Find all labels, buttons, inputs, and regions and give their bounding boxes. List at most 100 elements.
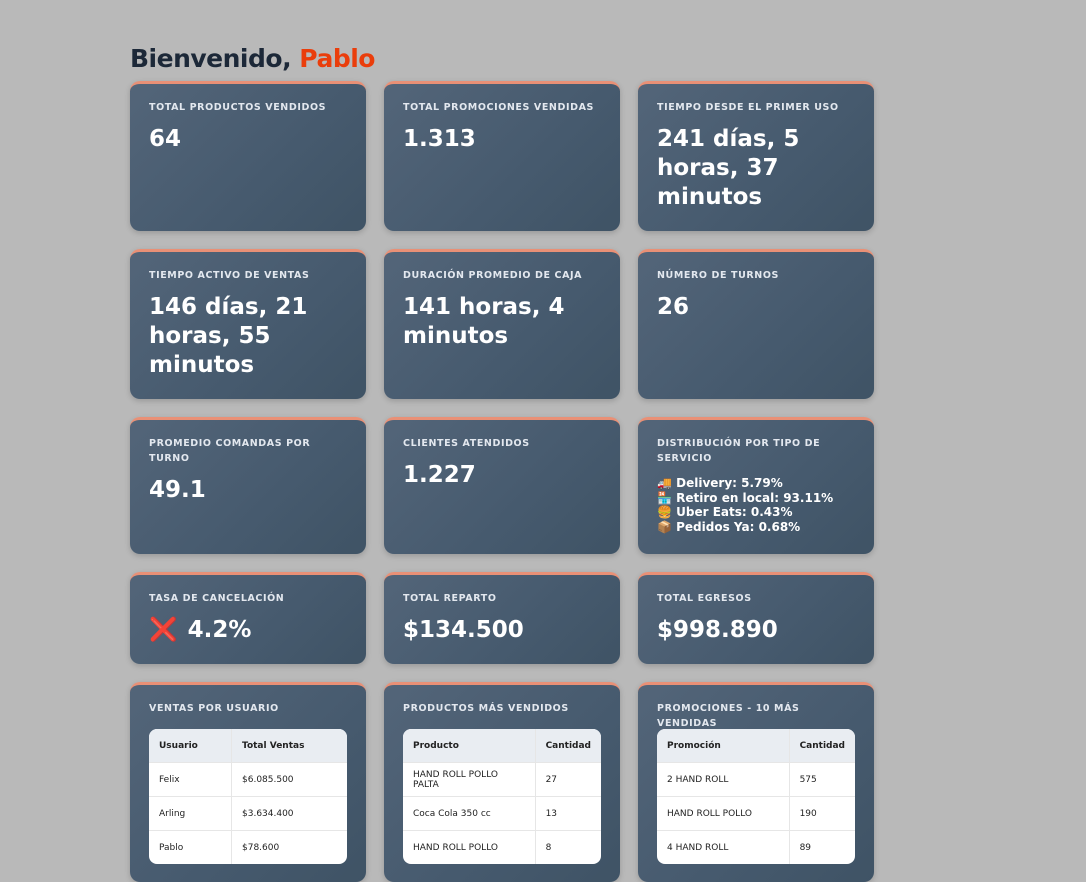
header-row: Usuario Total Ventas — [149, 729, 347, 763]
card-label: TOTAL PRODUCTOS VENDIDOS — [149, 102, 327, 113]
card-value: 1.227 — [403, 461, 601, 490]
card-value: 141 horas, 4 minutos — [403, 293, 601, 351]
card-label: TIEMPO DESDE EL PRIMER USO — [657, 102, 839, 113]
header-row: Producto Cantidad — [403, 729, 601, 763]
table-row: 2 HAND ROLL 575 — [657, 762, 855, 797]
value-text: 26 — [657, 294, 690, 320]
table-cell: 4 HAND ROLL — [657, 830, 790, 864]
distribution-line: 📦 Pedidos Ya: 0.68% — [657, 519, 801, 534]
distribution-list: 🚚 Delivery: 5.79% 🏪 Retiro en local: 93.1… — [657, 476, 855, 534]
card-value: ❌ 4.2% — [149, 616, 347, 645]
stat-card: TOTAL EGRESOS $998.890 — [638, 572, 874, 664]
table-cell: Pablo — [149, 830, 232, 864]
card-value: 241 días, 5 horas, 37 minutos — [657, 125, 855, 212]
table-row: HAND ROLL POLLO 190 — [657, 796, 855, 831]
card-label: TOTAL REPARTO — [403, 593, 497, 604]
column-header: Producto — [403, 729, 536, 763]
table-cell: 575 — [788, 762, 855, 797]
column-header: Promoción — [657, 729, 790, 763]
value-text: 4.2% — [187, 617, 252, 643]
card-value: 26 — [657, 293, 855, 322]
table-row: Felix $6.085.500 — [149, 762, 347, 797]
value-text: 241 días, 5 horas, 37 minutos — [657, 126, 800, 210]
card-label: TIEMPO ACTIVO DE VENTAS — [149, 270, 310, 281]
stat-card: PROMEDIO COMANDAS POR TURNO 49.1 — [130, 417, 366, 554]
table-cell: 2 HAND ROLL — [657, 762, 790, 797]
column-header: Cantidad — [788, 729, 855, 763]
stat-card: TOTAL PRODUCTOS VENDIDOS 64 — [130, 81, 366, 231]
table-card: PROMOCIONES - 10 MÁS VENDIDAS Promoción Ca… — [638, 682, 874, 882]
table-row: Coca Cola 350 cc 13 — [403, 796, 601, 831]
stat-card: TOTAL PROMOCIONES VENDIDAS 1.313 — [384, 81, 620, 231]
table-cell: Arling — [149, 796, 232, 831]
card-value: $998.890 — [657, 616, 855, 645]
table-row: Pablo $78.600 — [149, 830, 347, 864]
data-table: Producto Cantidad HAND ROLL POLLO PALTA 27 C… — [403, 729, 601, 864]
value-text: 141 horas, 4 minutos — [403, 294, 565, 349]
card-value: $134.500 — [403, 616, 601, 645]
distribution-line: 🚚 Delivery: 5.79% — [657, 476, 783, 490]
stat-card: TASA DE CANCELACIÓN ❌ 4.2% — [130, 572, 366, 664]
table-row: HAND ROLL POLLO PALTA 27 — [403, 762, 601, 797]
card-label: DISTRIBUCIÓN POR TIPO DE SERVICIO — [657, 438, 821, 464]
card-value: 1.313 — [403, 125, 601, 154]
stat-card: NÚMERO DE TURNOS 26 — [638, 249, 874, 399]
value-text: 1.313 — [403, 126, 476, 152]
stat-card: DISTRIBUCIÓN POR TIPO DE SERVICIO 🚚 Deliv… — [638, 417, 874, 554]
table-cell: HAND ROLL POLLO — [403, 830, 536, 864]
table-cell: $78.600 — [231, 830, 347, 864]
table-cell: Felix — [149, 762, 232, 797]
card-value: 49.1 — [149, 476, 347, 505]
table-row: Arling $3.634.400 — [149, 796, 347, 831]
stat-card: DURACIÓN PROMEDIO DE CAJA 141 horas, 4 mi… — [384, 249, 620, 399]
table-cell: HAND ROLL POLLO PALTA — [403, 762, 536, 797]
value-text: $998.890 — [657, 617, 778, 643]
greeting: Bienvenido, Pablo — [130, 44, 375, 73]
stat-card: TIEMPO ACTIVO DE VENTAS 146 días, 21 hora… — [130, 249, 366, 399]
data-table: Usuario Total Ventas Felix $6.085.500 Arling… — [149, 729, 347, 864]
page: Bienvenido, Pablo TOTAL PRODUCTOS VENDID… — [130, 44, 874, 882]
column-header: Total Ventas — [231, 729, 347, 763]
value-text: 64 — [149, 126, 182, 152]
greeting-prefix: Bienvenido, — [130, 44, 292, 73]
data-table: Promoción Cantidad 2 HAND ROLL 575 HAND ROLL… — [657, 729, 855, 864]
table-cell: 89 — [788, 830, 855, 864]
header-row: Promoción Cantidad — [657, 729, 855, 763]
table-cell: 190 — [788, 796, 855, 831]
table-cell: $6.085.500 — [231, 762, 347, 797]
table-row: 4 HAND ROLL 89 — [657, 830, 855, 864]
card-label: TASA DE CANCELACIÓN — [149, 593, 285, 604]
cancel-icon: ❌ — [149, 617, 178, 643]
table-cell: 27 — [534, 762, 601, 797]
card-value: 64 — [149, 125, 347, 154]
card-label: VENTAS POR USUARIO — [149, 703, 279, 714]
value-text: 1.227 — [403, 462, 476, 488]
distribution-line: 🏪 Retiro en local: 93.11% — [657, 490, 834, 505]
distribution-line: 🍔 Uber Eats: 0.43% — [657, 505, 793, 519]
card-label: CLIENTES ATENDIDOS — [403, 438, 530, 449]
dashboard-grid: TOTAL PRODUCTOS VENDIDOS 64 TOTAL PROMOCIO… — [130, 81, 874, 882]
value-text: 146 días, 21 horas, 55 minutos — [149, 294, 308, 378]
column-header: Cantidad — [534, 729, 601, 763]
table-card: VENTAS POR USUARIO Usuario Total Ventas Fel… — [130, 682, 366, 882]
card-value: 146 días, 21 horas, 55 minutos — [149, 293, 347, 380]
value-text: 49.1 — [149, 477, 206, 503]
stat-card: CLIENTES ATENDIDOS 1.227 — [384, 417, 620, 554]
table-cell: 13 — [534, 796, 601, 831]
stat-card: TIEMPO DESDE EL PRIMER USO 241 días, 5 ho… — [638, 81, 874, 231]
card-label: TOTAL PROMOCIONES VENDIDAS — [403, 102, 594, 113]
table-cell: 8 — [534, 830, 601, 864]
card-label: NÚMERO DE TURNOS — [657, 270, 779, 281]
user-name: Pablo — [299, 44, 375, 73]
card-label: PROMOCIONES - 10 MÁS VENDIDAS — [657, 703, 800, 729]
table-card: PRODUCTOS MÁS VENDIDOS Producto Cantidad HA… — [384, 682, 620, 882]
table-row: HAND ROLL POLLO 8 — [403, 830, 601, 864]
card-label: TOTAL EGRESOS — [657, 593, 752, 604]
card-label: PRODUCTOS MÁS VENDIDOS — [403, 703, 569, 714]
card-label: PROMEDIO COMANDAS POR TURNO — [149, 438, 311, 464]
column-header: Usuario — [149, 729, 232, 763]
table-cell: Coca Cola 350 cc — [403, 796, 536, 831]
value-text: $134.500 — [403, 617, 524, 643]
table-cell: $3.634.400 — [231, 796, 347, 831]
card-label: DURACIÓN PROMEDIO DE CAJA — [403, 270, 583, 281]
